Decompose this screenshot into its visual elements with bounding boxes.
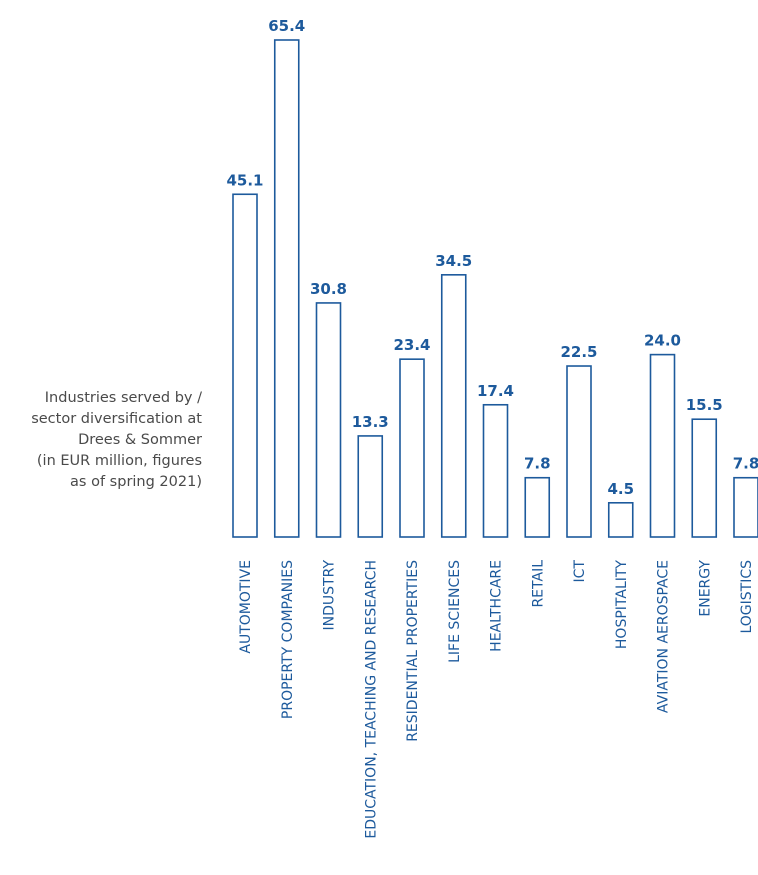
bar-hospitality — [607, 502, 634, 538]
bar-industry — [315, 302, 342, 538]
value-label: 24.0 — [644, 332, 681, 350]
chart-caption: Industries served by / sector diversific… — [2, 388, 202, 493]
bar-healthcare — [482, 403, 509, 538]
value-label: 23.4 — [393, 336, 430, 354]
category-label: AUTOMOTIVE — [238, 560, 254, 654]
value-label: 22.5 — [560, 343, 597, 361]
bar-energy — [691, 418, 718, 538]
value-label: 30.8 — [310, 280, 347, 298]
bar-education-teaching-and-research — [357, 435, 384, 538]
bar-retail — [524, 476, 551, 538]
caption-line-2: sector diversification at — [31, 411, 202, 427]
bar-ict — [566, 365, 592, 538]
bar-automotive — [232, 193, 258, 538]
category-label: LOGISTICS — [739, 560, 755, 634]
value-label: 15.5 — [686, 396, 723, 414]
category-label: ENERGY — [697, 560, 713, 617]
bar-property-companies — [273, 39, 300, 538]
category-label: RESIDENTIAL PROPERTIES — [405, 560, 421, 742]
value-label: 45.1 — [226, 171, 263, 189]
value-label: 7.8 — [733, 455, 758, 473]
value-label: 65.4 — [268, 17, 305, 35]
category-label: HEALTHCARE — [489, 560, 505, 652]
bar-life-sciences — [440, 274, 467, 538]
category-label: INDUSTRY — [322, 560, 338, 631]
caption-line-5: as of spring 2021) — [70, 474, 202, 490]
category-label: AVIATION AEROSPACE — [656, 560, 672, 713]
category-label: RETAIL — [530, 560, 546, 608]
value-label: 17.4 — [477, 382, 514, 400]
value-label: 7.8 — [524, 455, 551, 473]
category-label: LIFE SCIENCES — [447, 560, 463, 663]
caption-line-3: Drees & Sommer — [78, 432, 202, 448]
bar-aviation-aerospace — [649, 353, 676, 538]
category-label: HOSPITALITY — [614, 560, 630, 650]
category-label: PROPERTY COMPANIES — [280, 560, 296, 719]
bar-residential-properties — [399, 358, 425, 538]
category-label: ICT — [572, 560, 588, 583]
value-label: 13.3 — [352, 413, 389, 431]
category-label: EDUCATION, TEACHING AND RESEARCH — [363, 560, 379, 839]
caption-line-4: (in EUR million, figures — [36, 453, 202, 469]
value-label: 4.5 — [607, 480, 634, 498]
caption-line-1: Industries served by / — [44, 390, 202, 406]
value-label: 34.5 — [435, 252, 472, 270]
bar-logistics — [733, 476, 758, 538]
